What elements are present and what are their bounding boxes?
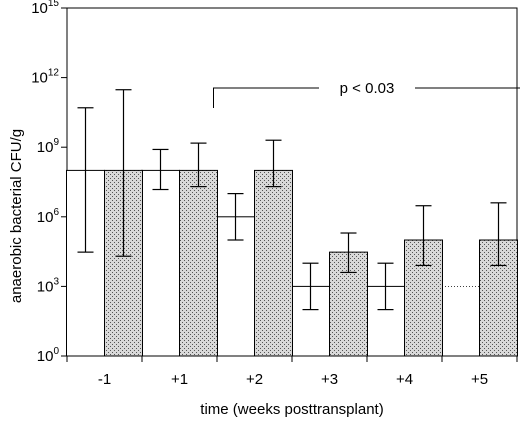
bar [254,169,293,357]
x-tick-label: +2 [246,371,263,388]
x-tick-label: +5 [471,371,488,388]
significance-bracket-right [415,87,520,108]
significance-bracket-left [213,87,319,108]
bar [366,285,405,357]
significance-label: p < 0.03 [340,80,395,97]
y-tick-label: 1012 [31,68,59,87]
x-axis-title: time (weeks posttransplant) [200,401,383,418]
x-tick-label: -1 [98,371,111,388]
bar [141,169,180,357]
y-tick-label: 103 [37,276,60,295]
plot-area: 100 103 106 109 1012 1015 -1 +1 +2 +3 +4 +5 p < 0.03 [31,0,520,388]
y-axis-title: anaerobic bacterial CFU/g [8,129,25,303]
y-tick-label: 109 [37,137,60,156]
x-tick-label: +1 [171,371,188,388]
y-tick-label: 1015 [31,0,59,17]
x-tick-label: +4 [396,371,413,388]
y-tick-label: 106 [37,207,60,226]
bar [179,169,218,357]
x-tick-label: +3 [321,371,338,388]
y-tick-label: 100 [37,346,60,365]
